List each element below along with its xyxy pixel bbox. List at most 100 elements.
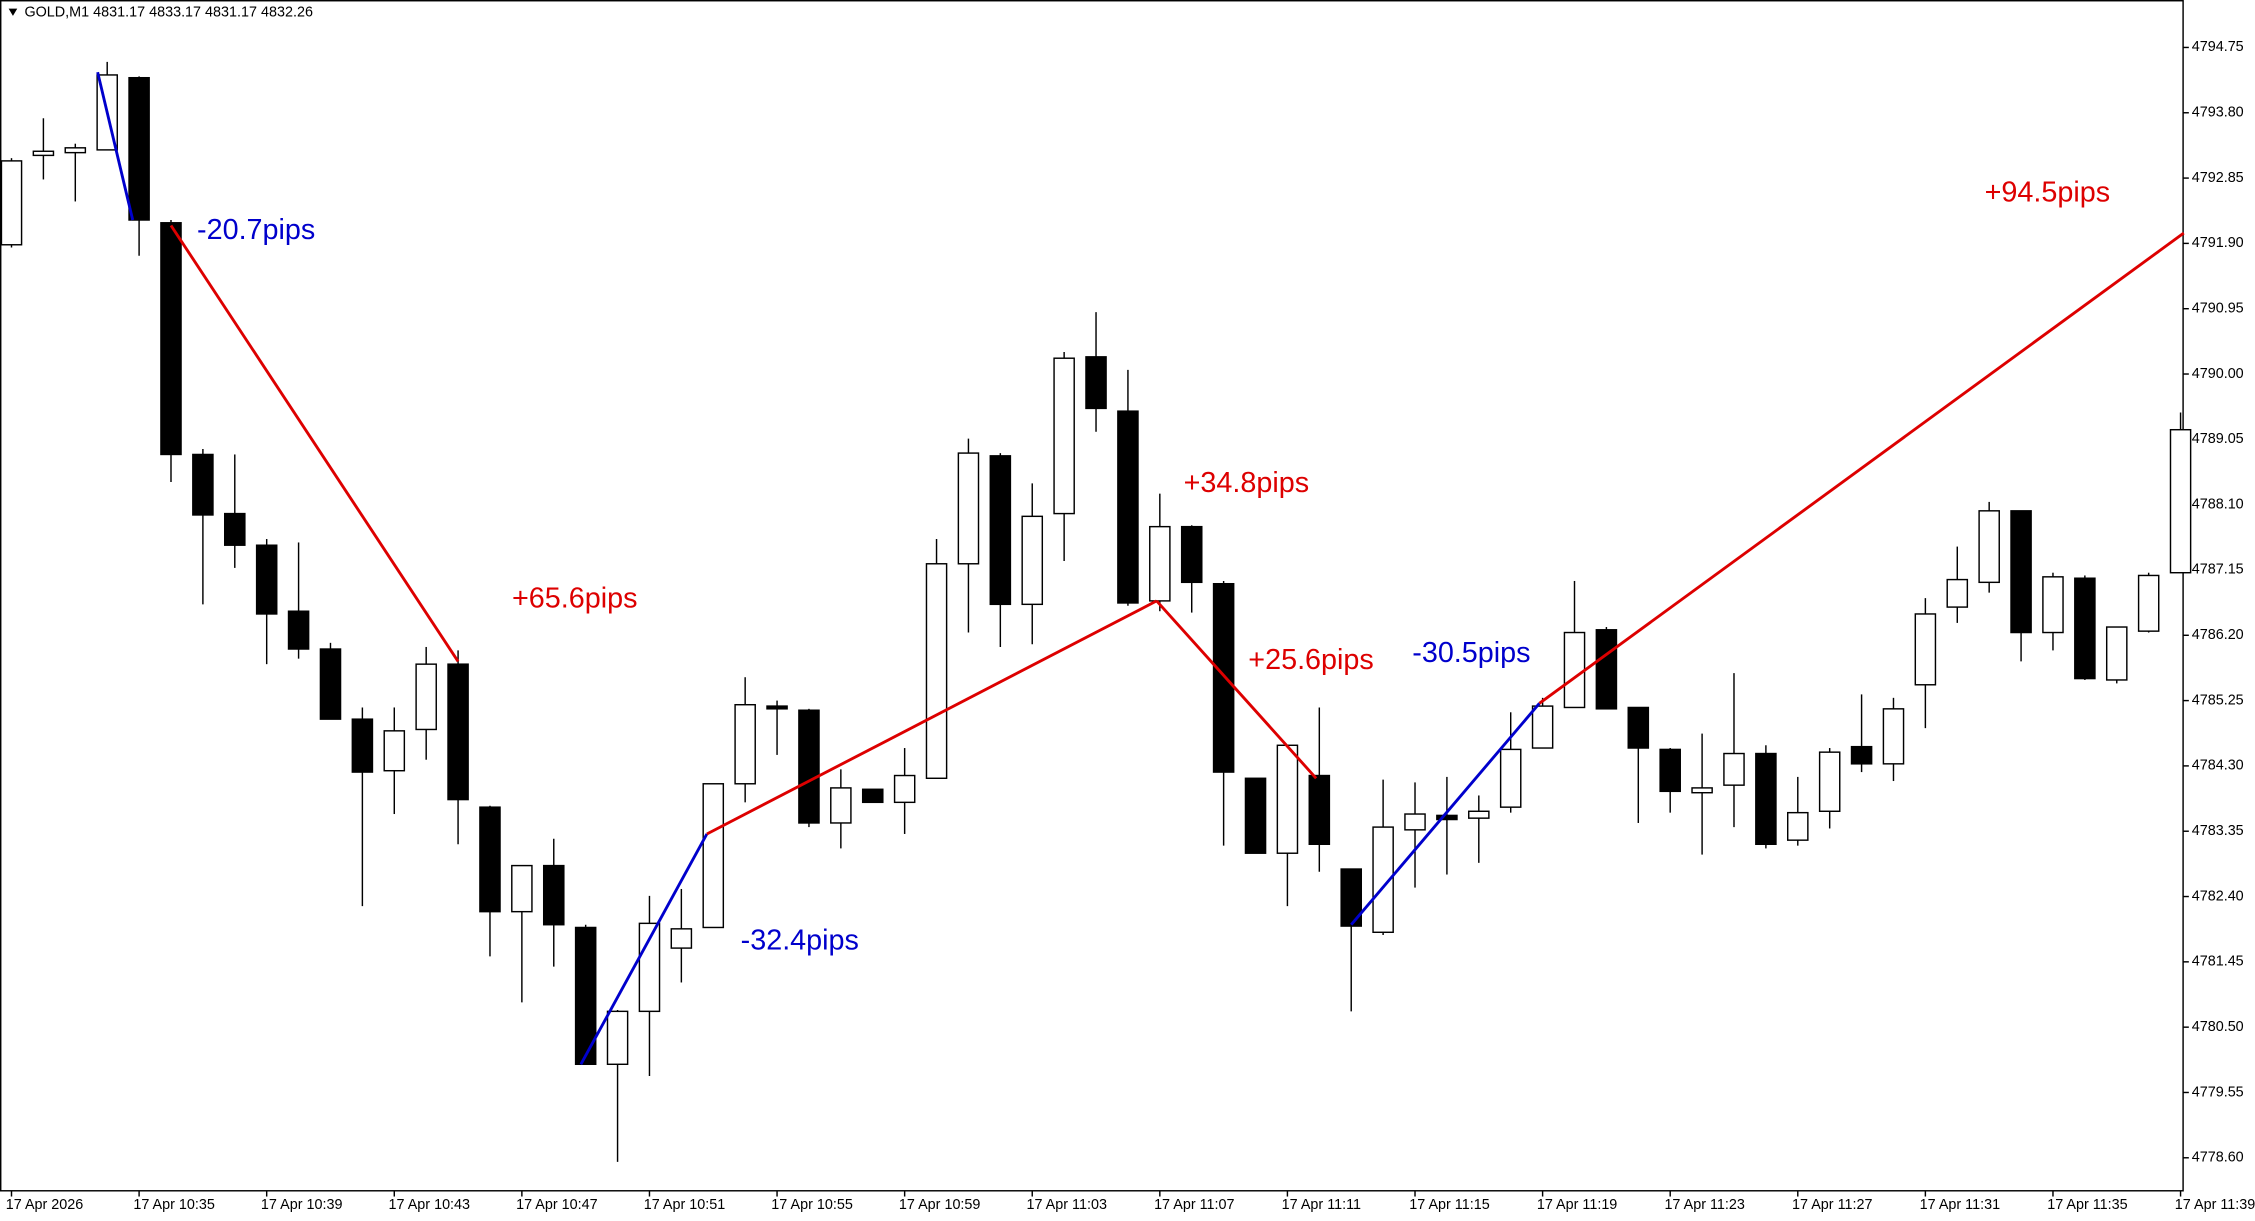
trend-line <box>96 71 135 221</box>
candle-body <box>447 663 469 801</box>
candle-body <box>1085 356 1107 410</box>
y-tick-label: 4780.50 <box>2192 1019 2244 1035</box>
candle-body <box>1021 515 1044 606</box>
x-tick-label: 17 Apr 11:03 <box>1026 1197 1106 1213</box>
candle-body <box>255 544 278 615</box>
candle-body <box>64 147 87 154</box>
x-tick-label: 17 Apr 10:59 <box>899 1197 981 1213</box>
pips-label: +25.6pips <box>1248 644 1374 676</box>
candle-body <box>224 512 246 546</box>
candle-body <box>1563 631 1586 709</box>
candle-body <box>734 703 756 785</box>
candle-body <box>1053 357 1075 515</box>
candle-body <box>1180 525 1203 584</box>
y-tick-label: 4787.15 <box>2192 562 2244 578</box>
candle-body <box>383 730 406 772</box>
candle-body <box>192 453 214 516</box>
pips-label: -32.4pips <box>741 925 859 957</box>
candle-body <box>1882 708 1905 765</box>
candle-body <box>766 705 788 710</box>
y-tick-label: 4791.90 <box>2192 235 2244 251</box>
y-tick-label: 4782.40 <box>2192 888 2244 904</box>
candle-body <box>1723 752 1745 786</box>
candle-body <box>2137 574 2160 632</box>
trend-line <box>706 599 1158 836</box>
candle-body <box>1340 868 1363 927</box>
candle-body <box>1404 813 1426 831</box>
candle-body <box>798 709 820 824</box>
candle-body <box>925 563 948 779</box>
plot-frame <box>0 0 2184 1192</box>
candle-body <box>989 455 1012 606</box>
candle-body <box>160 222 182 456</box>
candle-body <box>1308 774 1331 845</box>
chart-title: GOLD,M1 4831.17 4833.17 4831.17 4832.26 <box>24 5 313 21</box>
x-tick-label: 17 Apr 2026 <box>6 1197 84 1213</box>
candle-body <box>2074 577 2096 680</box>
y-tick-label: 4793.80 <box>2192 105 2244 121</box>
candle-body <box>1627 706 1650 749</box>
candle-body <box>2169 428 2192 574</box>
pips-label: -30.5pips <box>1412 637 1530 669</box>
candle-body <box>1117 410 1139 604</box>
candle-body <box>128 76 150 221</box>
candle-body <box>1659 748 1681 793</box>
candle-body <box>670 928 693 949</box>
x-tick-label: 17 Apr 11:11 <box>1282 1197 1361 1213</box>
x-tick-label: 17 Apr 10:51 <box>644 1197 726 1213</box>
candle-body <box>606 1010 629 1066</box>
candle-body <box>1946 578 1969 608</box>
y-tick-label: 4794.75 <box>2192 39 2244 55</box>
x-tick-label: 17 Apr 10:43 <box>389 1197 471 1213</box>
y-tick-label: 4784.30 <box>2192 758 2244 774</box>
candle-body <box>1499 748 1522 808</box>
y-tick-label: 4779.55 <box>2192 1084 2244 1100</box>
x-tick-label: 17 Apr 10:39 <box>261 1197 343 1213</box>
candle-body <box>1276 744 1299 854</box>
trend-line <box>1155 599 1318 780</box>
trend-line <box>579 833 709 1065</box>
x-tick-label: 17 Apr 10:47 <box>516 1197 598 1213</box>
trend-line <box>1350 702 1541 926</box>
x-tick-label: 17 Apr 11:19 <box>1537 1197 1617 1213</box>
candle-body <box>2042 576 2064 634</box>
menu-arrow <box>8 8 18 16</box>
candle-body <box>287 610 310 650</box>
candle-body <box>1468 810 1490 819</box>
candle-body <box>1149 525 1171 602</box>
candle-body <box>1595 629 1618 710</box>
x-tick-label: 17 Apr 11:31 <box>1920 1197 2000 1213</box>
candle-body <box>1372 826 1394 934</box>
candle-body <box>1818 751 1841 812</box>
candle-body <box>1436 814 1458 821</box>
candle-body <box>2010 510 2032 634</box>
trend-line <box>1538 231 2185 705</box>
x-tick-label: 17 Apr 11:35 <box>2047 1197 2127 1213</box>
x-tick-label: 17 Apr 11:39 <box>2175 1197 2255 1213</box>
y-tick-label: 4789.05 <box>2192 431 2244 447</box>
pips-label: +94.5pips <box>1985 177 2111 209</box>
y-tick-label: 4783.35 <box>2192 823 2244 839</box>
y-tick-label: 4792.85 <box>2192 170 2244 186</box>
candle-body <box>479 806 501 913</box>
x-tick-label: 17 Apr 11:07 <box>1154 1197 1234 1213</box>
candle-body <box>702 783 725 929</box>
y-tick-label: 4788.10 <box>2192 496 2244 512</box>
y-tick-label: 4790.95 <box>2192 301 2244 317</box>
x-tick-label: 17 Apr 11:15 <box>1409 1197 1489 1213</box>
candle-body <box>1691 787 1713 794</box>
y-tick-label: 4790.00 <box>2192 366 2244 382</box>
candle-body <box>1755 752 1777 845</box>
candle-body <box>511 864 533 913</box>
pips-label: +65.6pips <box>512 582 638 614</box>
y-tick-label: 4786.20 <box>2192 627 2244 643</box>
candle-body <box>2105 626 2128 681</box>
candle-body <box>1850 745 1873 765</box>
candle-body <box>415 663 437 731</box>
pips-label: +34.8pips <box>1184 467 1310 499</box>
x-tick-label: 17 Apr 11:27 <box>1792 1197 1872 1213</box>
candle-body <box>0 160 23 246</box>
